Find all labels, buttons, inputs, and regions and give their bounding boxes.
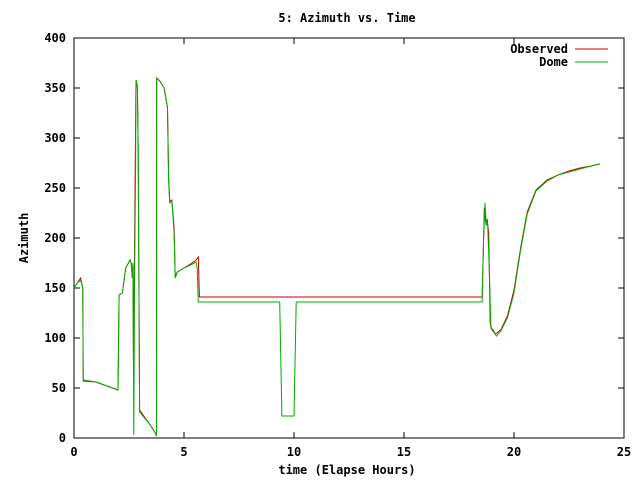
x-tick-label: 10 <box>287 445 301 459</box>
x-tick-label: 15 <box>397 445 411 459</box>
series-line-dome <box>73 76 600 437</box>
y-tick-label: 300 <box>44 131 66 145</box>
x-tick-label: 25 <box>617 445 631 459</box>
x-tick-label: 0 <box>70 445 77 459</box>
y-tick-label: 150 <box>44 281 66 295</box>
x-tick-label: 20 <box>507 445 521 459</box>
y-axis-label: Azimuth <box>17 213 31 264</box>
x-axis-label: time (Elapse Hours) <box>278 463 415 477</box>
x-tick-label: 5 <box>180 445 187 459</box>
y-tick-label: 400 <box>44 31 66 45</box>
y-tick-label: 100 <box>44 331 66 345</box>
series-line-observed <box>73 76 600 437</box>
series-layer <box>73 76 600 437</box>
y-tick-label: 200 <box>44 231 66 245</box>
y-tick-label: 50 <box>52 381 66 395</box>
legend-label-dome: Dome <box>539 55 568 69</box>
y-tick-label: 350 <box>44 81 66 95</box>
y-tick-label: 250 <box>44 181 66 195</box>
legend-label-observed: Observed <box>510 42 568 56</box>
chart-title: 5: Azimuth vs. Time <box>278 11 415 25</box>
y-tick-label: 0 <box>59 431 66 445</box>
